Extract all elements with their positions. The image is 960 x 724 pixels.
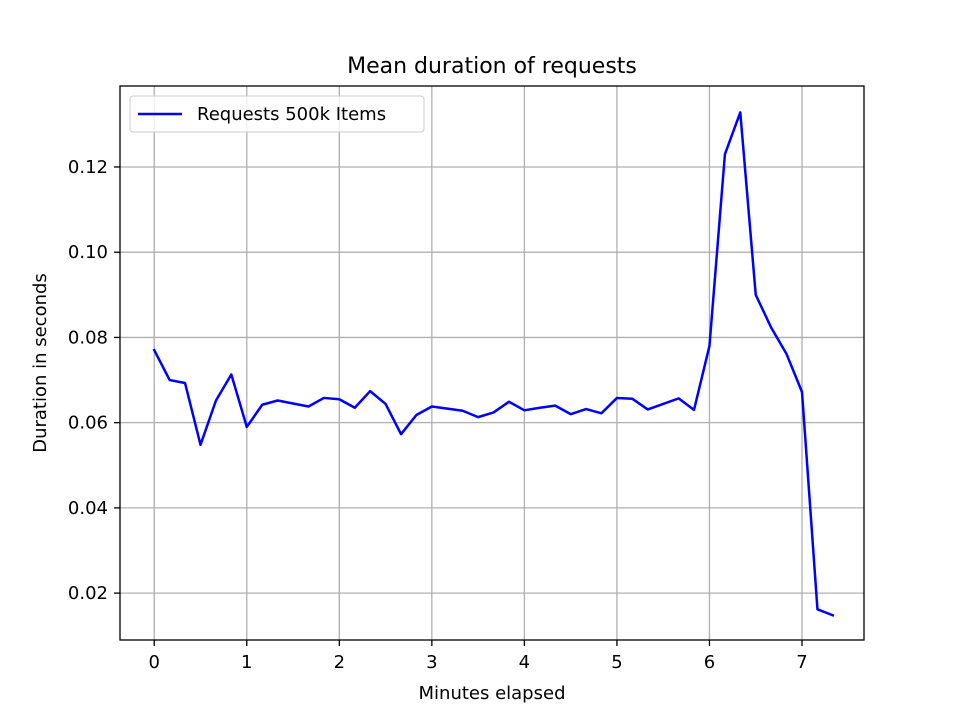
x-tick-label: 4 — [519, 652, 530, 673]
x-tick-label: 5 — [611, 652, 622, 673]
x-tick-label: 7 — [796, 652, 807, 673]
y-tick-label: 0.06 — [68, 413, 108, 434]
legend: Requests 500k Items — [129, 95, 425, 133]
x-tick-label: 3 — [426, 652, 437, 673]
y-tick-label: 0.02 — [68, 583, 108, 604]
y-axis-label: Duration in seconds — [30, 273, 51, 453]
x-axis-ticks: 0 1 2 3 4 5 6 7 — [149, 640, 808, 673]
grid-lines — [120, 86, 864, 640]
y-tick-label: 0.10 — [68, 242, 108, 263]
legend-box — [129, 95, 425, 133]
y-tick-label: 0.08 — [68, 327, 108, 348]
x-tick-label: 6 — [704, 652, 715, 673]
chart-title: Mean duration of requests — [347, 54, 637, 79]
series-line-0 — [152, 111, 835, 617]
y-tick-label: 0.04 — [68, 498, 108, 519]
x-tick-label: 1 — [241, 652, 252, 673]
x-axis-label: Minutes elapsed — [419, 683, 566, 704]
legend-label: Requests 500k Items — [197, 104, 386, 125]
series-layer — [152, 111, 835, 617]
x-tick-label: 0 — [149, 652, 160, 673]
x-tick-label: 2 — [334, 652, 345, 673]
y-tick-label: 0.12 — [68, 157, 108, 178]
y-axis-ticks: 0.02 0.04 0.06 0.08 0.10 0.12 — [68, 157, 120, 604]
plot-area-frame — [119, 85, 865, 641]
